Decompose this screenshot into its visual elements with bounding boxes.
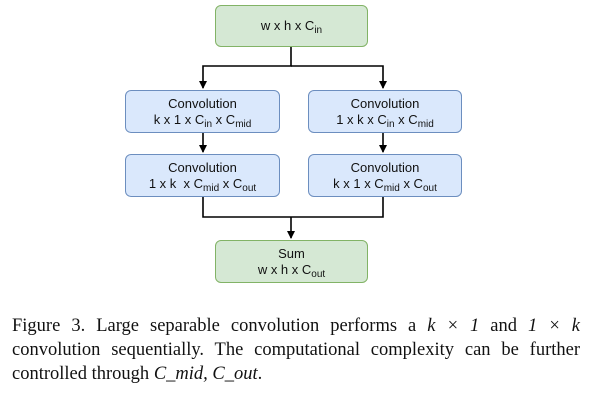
caption-math-k1: k × 1 — [427, 316, 480, 336]
edge-input-split — [199, 46, 292, 89]
right-conv2-dims: k x 1 x Cmid x Cout — [333, 175, 437, 194]
sum-title: Sum — [278, 245, 305, 261]
left-conv1-node: Convolution k x 1 x Cin x Cmid — [125, 90, 280, 133]
sum-node: Sum w x h x Cout — [215, 240, 368, 283]
edge-input-split-right — [291, 65, 387, 89]
right-conv2-node: Convolution k x 1 x Cmid x Cout — [308, 154, 462, 197]
sum-dims: w x h x Cout — [257, 261, 326, 280]
input-node: w x h x Cin — [215, 5, 368, 47]
right-conv1-title: Convolution — [350, 95, 420, 111]
caption-math-1k: 1 × k — [528, 316, 581, 336]
caption-math-c: C_mid, C_out — [153, 364, 258, 384]
right-conv2-title: Convolution — [350, 159, 420, 175]
right-conv1-node: Convolution 1 x k x Cin x Cmid — [308, 90, 462, 133]
left-conv1-dims: k x 1 x Cin x Cmid — [153, 111, 252, 130]
right-conv1-dims: 1 x k x Cin x Cmid — [336, 111, 434, 130]
figure-caption: Figure 3. Large separable convolution pe… — [12, 316, 581, 384]
edge-conv2-sum — [202, 196, 384, 218]
left-conv1-title: Convolution — [168, 95, 237, 111]
left-conv2-dims: 1 x k x Cmid x Cout — [148, 175, 257, 194]
left-conv2-node: Convolution 1 x k x Cmid x Cout — [125, 154, 280, 197]
input-label: w x h x Cin — [260, 18, 323, 36]
left-conv2-title: Convolution — [168, 159, 237, 175]
